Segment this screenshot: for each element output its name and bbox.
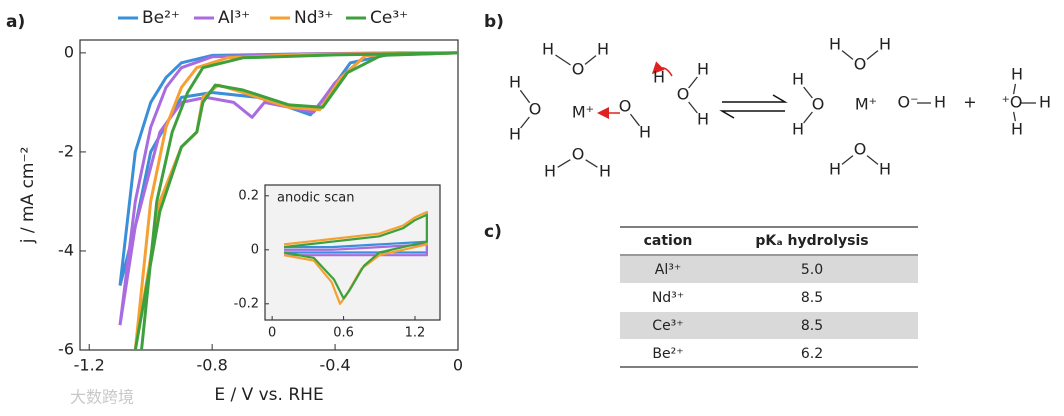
legend-label: Be²⁺ <box>142 8 180 28</box>
panel-label: a) <box>6 12 25 32</box>
y-tick-label: 0 <box>251 242 259 257</box>
y-tick-label: 0.2 <box>238 188 259 203</box>
panel-label: c) <box>484 222 502 242</box>
table-cell: 6.2 <box>801 346 823 362</box>
atom-label: O <box>572 60 585 79</box>
atom-label: + <box>963 93 976 112</box>
x-tick-label: 1.2 <box>405 326 426 341</box>
y-tick-label: -0.2 <box>234 296 259 311</box>
atom-label: H <box>879 35 891 54</box>
annotation: anodic scan <box>277 191 354 206</box>
x-tick-label: 0.6 <box>333 326 354 341</box>
atom-label: H <box>1011 120 1023 139</box>
bond <box>519 89 531 104</box>
atom-label: H <box>697 60 709 79</box>
bond <box>688 76 698 89</box>
atom-label: H <box>639 123 651 142</box>
bond <box>866 50 879 60</box>
bond <box>841 50 854 60</box>
atom-label: O <box>572 145 585 164</box>
atom-label: H <box>792 70 804 89</box>
table-cell: Al³⁺ <box>655 262 681 278</box>
bond <box>866 155 879 165</box>
atom-label: H <box>509 73 521 92</box>
bond <box>1012 83 1017 95</box>
legend-label: Nd³⁺ <box>294 8 333 28</box>
table-cell: 8.5 <box>801 290 823 306</box>
bond <box>1012 111 1017 122</box>
legend-label: Ce³⁺ <box>370 8 408 28</box>
atom-label: O <box>854 140 867 159</box>
atom-label: O <box>812 95 825 114</box>
panel-label: b) <box>484 12 504 32</box>
x-tick-label: 0 <box>453 356 463 375</box>
series-line <box>283 210 428 305</box>
bond <box>585 159 598 168</box>
atom-label: H <box>653 68 665 87</box>
atom-label: O <box>677 85 690 104</box>
atom-label: H <box>829 160 841 179</box>
atom-label: M⁺ <box>855 95 877 114</box>
atom-label: H <box>544 162 556 181</box>
watermark: 大数跨境 <box>70 388 134 407</box>
atom-label: H <box>542 40 554 59</box>
atom-label: H <box>599 162 611 181</box>
table-cell: 5.0 <box>801 262 823 278</box>
atom-label: H <box>792 120 804 139</box>
table-header: pKₐ hydrolysis <box>755 233 868 249</box>
table-row-bg <box>620 256 918 283</box>
atom-label: H <box>879 160 891 179</box>
table-cell: Nd³⁺ <box>652 290 684 306</box>
bond <box>629 113 641 127</box>
y-tick-label: -4 <box>58 240 74 259</box>
table-cell: Be²⁺ <box>652 346 683 362</box>
y-axis-title: j / mA cm⁻² <box>18 147 38 245</box>
atom-label: H <box>697 110 709 129</box>
x-tick-label: -0.8 <box>197 356 228 375</box>
y-tick-label: -2 <box>58 141 74 160</box>
reaction-arrows <box>597 61 788 119</box>
atom-label: H <box>1011 65 1023 84</box>
bond <box>555 54 571 66</box>
atom-label: ⁺O <box>1001 93 1022 112</box>
bond <box>688 101 698 114</box>
atom-label: H <box>829 35 841 54</box>
series-line <box>133 51 458 350</box>
atom-label: O⁻ <box>897 93 918 112</box>
series-line <box>284 243 428 257</box>
bond <box>841 155 854 165</box>
atom-label: H <box>597 40 609 59</box>
table-header: cation <box>644 233 693 249</box>
table-cell: Ce³⁺ <box>652 318 683 334</box>
table-row-bg <box>620 312 918 339</box>
atom-label: O <box>854 55 867 74</box>
series-line <box>283 213 428 300</box>
atom-label: H <box>1039 93 1051 112</box>
x-tick-label: -1.2 <box>74 356 105 375</box>
bond <box>584 55 597 65</box>
x-tick-label: -0.4 <box>319 356 350 375</box>
y-tick-label: 0 <box>64 42 74 61</box>
bond <box>803 86 813 99</box>
bond <box>803 111 813 124</box>
series-group <box>283 210 428 305</box>
y-tick-label: -6 <box>58 340 74 359</box>
atom-label: O <box>529 100 542 119</box>
x-tick-label: 0 <box>268 326 276 341</box>
atom-label: M⁺ <box>572 103 594 122</box>
bond <box>520 116 530 129</box>
table-cell: 8.5 <box>801 318 823 334</box>
series-group <box>118 51 458 350</box>
atom-label: O <box>619 97 632 116</box>
bond <box>557 159 571 168</box>
atom-label: H <box>509 125 521 144</box>
atom-label: H <box>934 93 946 112</box>
x-axis-title: E / V vs. RHE <box>214 385 323 405</box>
legend-label: Al³⁺ <box>218 8 250 28</box>
